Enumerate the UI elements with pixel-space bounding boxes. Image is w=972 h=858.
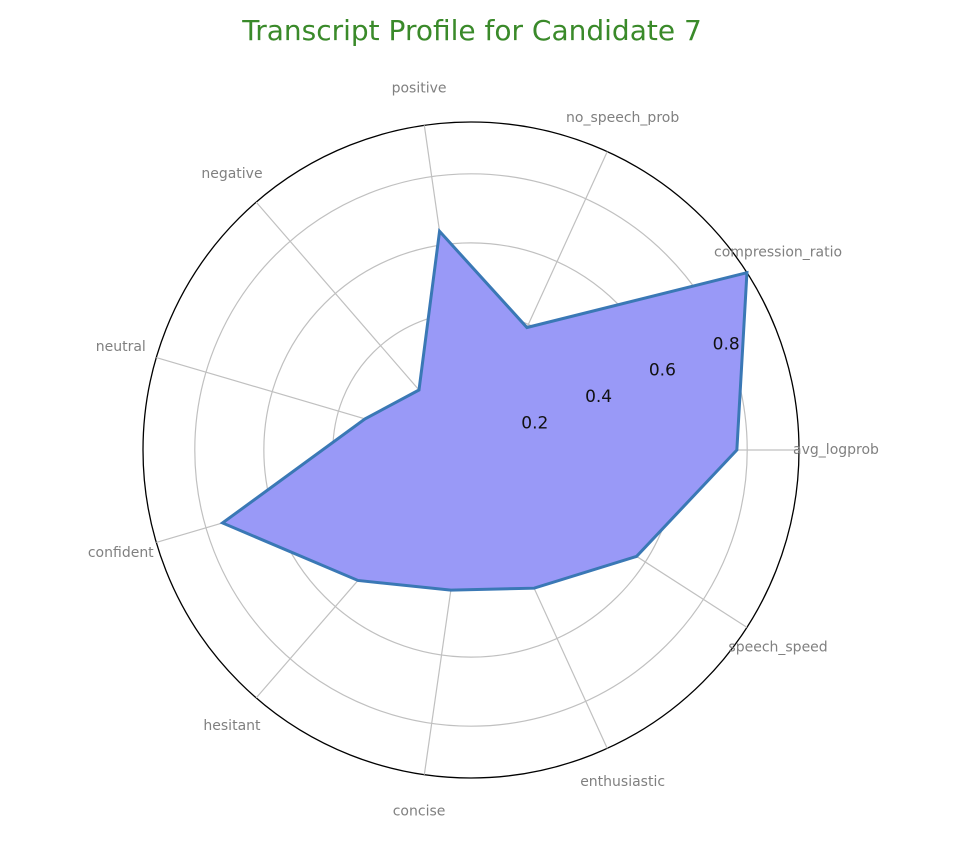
axis-label-compression_ratio: compression_ratio <box>714 245 842 261</box>
axis-label-positive: positive <box>392 81 447 97</box>
axis-label-speech_speed: speech_speed <box>728 639 827 655</box>
series-polygon-1 <box>219 227 749 592</box>
axis-label-hesitant: hesitant <box>203 718 261 734</box>
chart-title: Transcript Profile for Candidate 7 <box>242 14 702 47</box>
rtick-label-2: 0.4 <box>585 387 612 407</box>
axis-label-confident: confident <box>88 545 154 561</box>
axis-label-enthusiastic: enthusiastic <box>580 774 665 790</box>
axis-label-no_speech_prob: no_speech_prob <box>566 110 679 126</box>
rtick-label-4: 0.8 <box>713 334 740 354</box>
radar-tick-labels: 0.2 0.4 0.6 0.8 <box>521 334 739 433</box>
radar-axis-labels: avg_logprob compression_ratio no_speech_pr… <box>88 81 879 820</box>
axis-label-avg_logprob: avg_logprob <box>793 442 879 458</box>
axis-label-negative: negative <box>201 166 262 182</box>
rtick-label-1: 0.2 <box>521 414 548 434</box>
radar-series <box>219 227 749 592</box>
rtick-label-3: 0.6 <box>649 361 676 381</box>
axis-label-neutral: neutral <box>96 339 146 355</box>
axis-label-concise: concise <box>393 803 446 819</box>
